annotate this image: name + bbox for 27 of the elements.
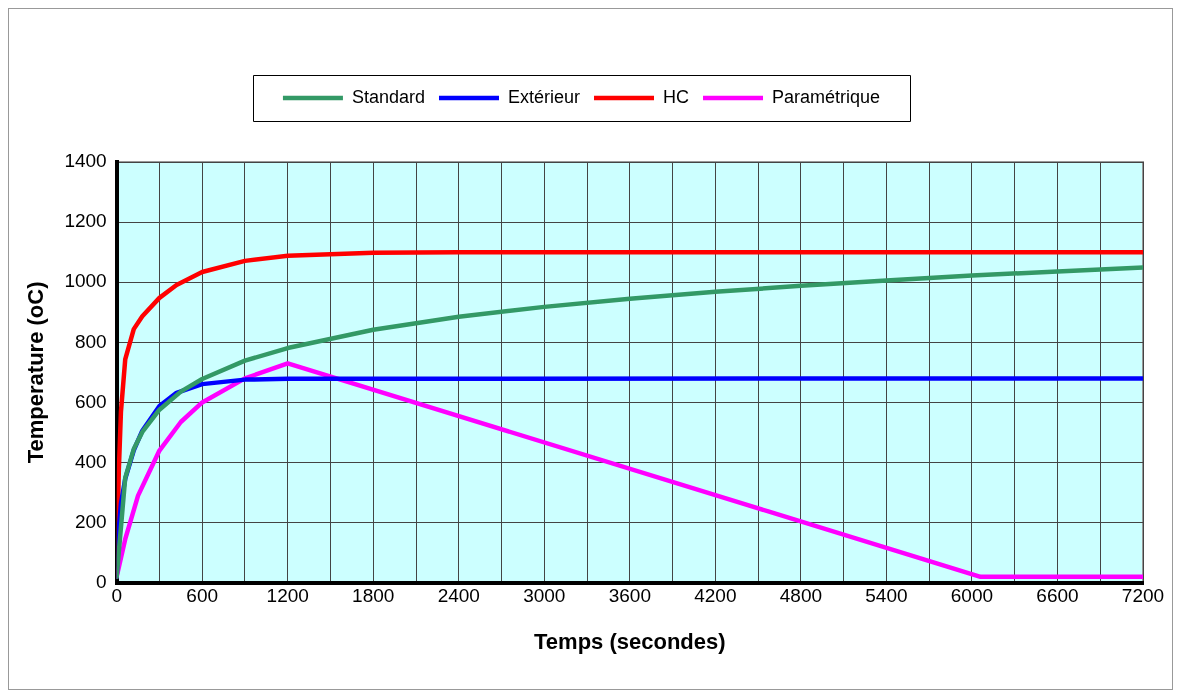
y-tick-label: 1200: [64, 210, 107, 232]
y-tick-label: 400: [74, 450, 107, 472]
x-tick-label: 6000: [950, 585, 994, 607]
x-tick-label: 7200: [1121, 585, 1165, 607]
x-tick-label: 6600: [1036, 585, 1079, 607]
x-tick-label: 5400: [865, 585, 908, 607]
x-tick-label: 4800: [779, 585, 823, 607]
y-tick-label: 1400: [64, 150, 107, 172]
x-tick-label: 4200: [694, 585, 737, 607]
y-axis-title: Temperature (oC): [23, 281, 49, 464]
legend-label: HC: [663, 86, 690, 107]
x-tick-label: 3600: [608, 585, 651, 607]
y-tick-label: 0: [96, 571, 107, 593]
x-tick-label: 0: [111, 585, 122, 607]
x-tick-label: 600: [186, 585, 219, 607]
y-tick-label: 1000: [64, 270, 107, 292]
y-tick-label: 800: [74, 330, 107, 352]
legend-label: Extérieur: [507, 86, 581, 107]
legend-label: Standard: [351, 86, 425, 107]
x-tick-label: 2400: [437, 585, 480, 607]
x-tick-label: 1200: [266, 585, 309, 607]
x-axis-title: Temps (secondes): [534, 628, 726, 654]
x-tick-label: 1800: [352, 585, 395, 607]
x-tick-label: 3000: [523, 585, 566, 607]
y-tick-label: 600: [74, 390, 107, 412]
y-tick-label: 200: [74, 510, 107, 532]
legend-label: Paramétrique: [772, 86, 881, 107]
